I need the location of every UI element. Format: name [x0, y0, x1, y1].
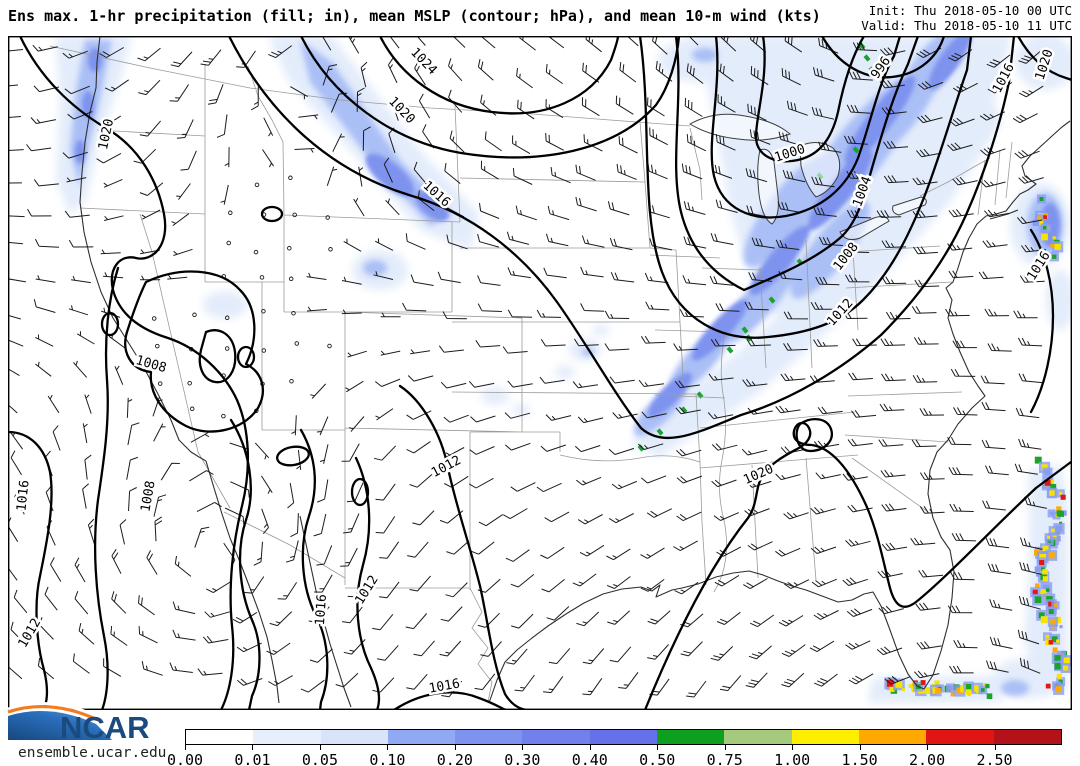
colorbar-segment — [724, 730, 792, 744]
colorbar-tick — [792, 745, 794, 750]
colorbar-tick — [589, 745, 591, 750]
colorbar-segment — [186, 730, 254, 744]
colorbar-tick — [657, 745, 659, 750]
colorbar-segment — [253, 730, 321, 744]
colorbar-tick-label: 0.20 — [436, 751, 473, 766]
great-lakes — [689, 113, 927, 240]
map-title: Ens max. 1-hr precipitation (fill; in), … — [8, 7, 821, 25]
colorbar-segment — [455, 730, 523, 744]
colorbar-segment — [993, 730, 1061, 744]
colorbar-tick — [387, 745, 389, 750]
colorbar-tick-label: 0.40 — [571, 751, 608, 766]
colorbar-segment — [589, 730, 658, 744]
colorbar-segment — [320, 730, 388, 744]
colorbar-tick-label: 1.50 — [841, 751, 878, 766]
colorbar-tick-label: 0.30 — [504, 751, 541, 766]
colorbar-tick — [522, 745, 524, 750]
colorbar-tick-label: 0.50 — [639, 751, 676, 766]
map-frame — [8, 36, 1072, 710]
svg-text:1016: 1016 — [14, 479, 32, 512]
ncar-logo-text: NCAR — [60, 710, 150, 745]
colorbar-tick-label: 1.00 — [774, 751, 811, 766]
valid-time: Valid: Thu 2018-05-10 11 UTC — [861, 18, 1072, 33]
wind-barbs — [8, 36, 1047, 698]
colorbar-tick-label: 2.50 — [976, 751, 1013, 766]
colorbar-tick — [185, 745, 186, 750]
init-time: Init: Thu 2018-05-10 00 UTC — [868, 3, 1072, 18]
colorbar-tick — [454, 745, 456, 750]
colorbar-tick — [319, 745, 321, 750]
ncar-logo: NCAR — [7, 702, 150, 745]
colorbar-segment — [926, 730, 994, 744]
colorbar-segment — [522, 730, 590, 744]
colorbar-tick-label: 0.10 — [369, 751, 406, 766]
colorbar-tick — [927, 745, 929, 750]
colorbar-segment — [387, 730, 456, 744]
colorbar-tick-label: 0.00 — [166, 751, 204, 766]
svg-text:1016: 1016 — [313, 594, 330, 626]
run-times: Init: Thu 2018-05-10 00 UTC Valid: Thu 20… — [861, 3, 1072, 33]
colorbar-segment — [791, 730, 859, 744]
colorbar-tick — [859, 745, 861, 750]
colorbar-tick-label: 0.01 — [234, 751, 271, 766]
colorbar-tick — [994, 745, 996, 750]
mslp-contours — [8, 36, 1072, 710]
colorbar-tick-label: 2.00 — [909, 751, 946, 766]
state-borders — [49, 45, 1013, 703]
ncar-swoosh-icon — [7, 702, 112, 740]
precip-fill-layer — [55, 36, 1072, 703]
colorbar-tick-label: 0.75 — [706, 751, 743, 766]
colorbar-tick — [724, 745, 726, 750]
colorbar-segment — [657, 730, 725, 744]
colorbar-tick — [252, 745, 254, 750]
colorbar-tick-label: 0.05 — [301, 751, 338, 766]
colorbar-bar — [185, 729, 1062, 745]
colorbar-segment — [858, 730, 927, 744]
site-url: ensemble.ucar.edu — [18, 745, 167, 761]
